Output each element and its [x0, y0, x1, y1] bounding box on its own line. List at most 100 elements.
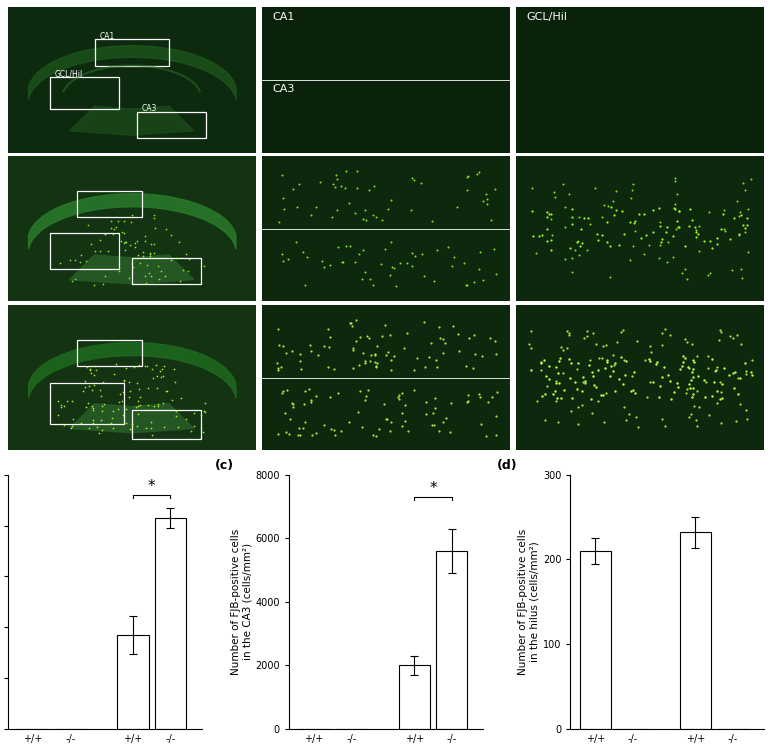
Point	[740, 404, 752, 416]
Point	[474, 246, 486, 257]
Point	[461, 171, 473, 183]
Point	[334, 425, 347, 437]
Point	[126, 417, 138, 429]
Point	[151, 278, 163, 289]
Point	[540, 388, 552, 400]
Point	[736, 272, 748, 284]
Point	[672, 205, 685, 217]
Point	[564, 242, 576, 254]
Point	[714, 394, 726, 405]
Point	[146, 429, 158, 441]
Point	[526, 205, 538, 217]
Point	[690, 231, 703, 243]
Point	[198, 397, 211, 408]
Point	[63, 254, 76, 266]
Point	[398, 400, 411, 411]
Point	[197, 426, 209, 438]
Point	[574, 240, 586, 251]
Point	[626, 370, 638, 382]
Point	[686, 391, 698, 403]
Point	[344, 240, 357, 252]
Point	[631, 336, 643, 347]
Point	[177, 264, 189, 276]
Point	[550, 375, 563, 387]
Point	[334, 180, 347, 192]
Point	[641, 391, 653, 403]
Point	[625, 385, 638, 397]
Point	[183, 253, 195, 265]
Point	[568, 376, 581, 388]
Point	[459, 257, 471, 269]
Point	[398, 342, 410, 354]
Point	[344, 417, 356, 429]
Point	[61, 395, 73, 407]
Point	[655, 414, 668, 426]
Point	[608, 359, 621, 371]
Text: (d): (d)	[496, 459, 517, 472]
Point	[480, 198, 493, 210]
Point	[575, 385, 587, 397]
Point	[123, 391, 135, 403]
Point	[272, 362, 284, 374]
Point	[126, 209, 138, 221]
Point	[388, 350, 400, 362]
Point	[396, 420, 408, 432]
Point	[728, 382, 740, 394]
Bar	[50, 233, 120, 269]
Point	[390, 280, 402, 292]
Point	[713, 334, 725, 346]
Point	[647, 205, 659, 217]
Point	[523, 339, 536, 350]
Point	[89, 246, 101, 257]
Point	[571, 363, 583, 375]
Point	[378, 399, 391, 411]
Point	[604, 370, 617, 382]
Point	[98, 270, 110, 282]
Point	[166, 394, 178, 406]
Point	[110, 359, 122, 371]
Point	[679, 333, 691, 344]
Point	[687, 382, 699, 394]
Point	[462, 389, 475, 401]
Point	[127, 261, 140, 273]
Point	[151, 370, 163, 382]
Point	[385, 194, 398, 206]
Point	[102, 417, 114, 429]
Point	[429, 403, 442, 414]
Point	[74, 256, 86, 268]
Point	[482, 396, 494, 408]
Point	[188, 420, 200, 432]
Point	[473, 263, 486, 275]
Point	[669, 175, 681, 187]
Point	[625, 185, 638, 196]
Point	[525, 365, 537, 376]
Point	[656, 327, 669, 339]
Point	[147, 372, 160, 384]
Point	[676, 361, 689, 373]
Text: CA3: CA3	[272, 84, 294, 94]
Bar	[117, 635, 148, 729]
Point	[140, 277, 152, 289]
Point	[88, 369, 100, 381]
Point	[164, 254, 177, 266]
Point	[564, 372, 576, 384]
Point	[296, 246, 309, 257]
Point	[684, 382, 696, 394]
Bar	[132, 258, 201, 284]
Point	[679, 388, 692, 400]
Point	[581, 330, 593, 341]
Point	[489, 429, 502, 441]
Point	[586, 408, 598, 420]
Point	[733, 228, 745, 240]
Point	[716, 379, 728, 391]
Point	[332, 241, 344, 253]
Point	[684, 203, 696, 215]
Point	[394, 257, 406, 269]
Point	[607, 365, 619, 377]
Point	[723, 369, 735, 381]
Point	[96, 425, 108, 437]
Point	[331, 205, 344, 217]
Point	[94, 246, 107, 257]
Point	[534, 364, 547, 376]
Point	[88, 379, 100, 391]
